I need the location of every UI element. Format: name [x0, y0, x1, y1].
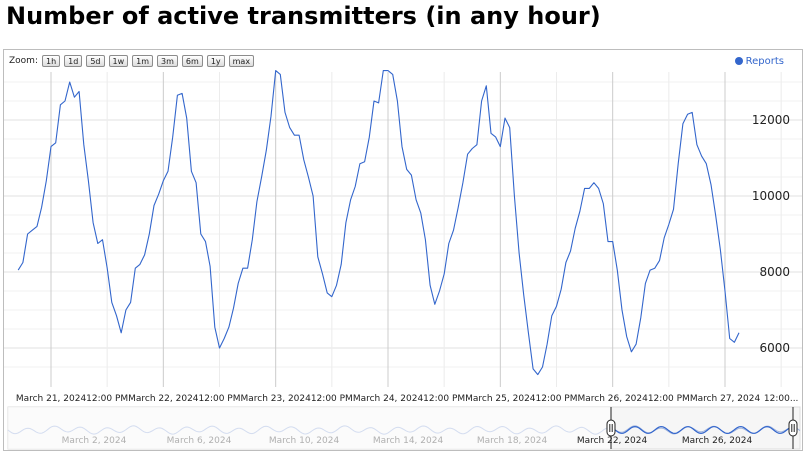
y-tick-label: 12000: [752, 113, 790, 127]
zoom-label: Zoom:: [9, 56, 38, 66]
x-tick-label: 12:00 PM: [423, 394, 465, 404]
x-tick-label: 12:00...: [764, 394, 799, 404]
zoom-1y-button[interactable]: 1y: [206, 55, 225, 67]
navigator-unselected-shade: [8, 407, 611, 449]
chart-frame: [3, 49, 803, 451]
series-line-reports: [17, 70, 740, 376]
navigator-label: March 2, 2024: [62, 436, 127, 446]
zoom-1w-button[interactable]: 1w: [108, 55, 129, 67]
y-tick-label: 8000: [759, 265, 790, 279]
zoom-6m-button[interactable]: 6m: [181, 55, 203, 67]
x-tick-label: 12:00 PM: [199, 394, 241, 404]
navigator-left-handle[interactable]: [606, 419, 616, 437]
navigator-label: March 18, 2024: [477, 436, 548, 446]
navigator-right-handle[interactable]: [788, 419, 798, 437]
navigator-label: March 22, 2024: [577, 436, 648, 446]
legend[interactable]: Reports: [734, 54, 784, 68]
navigator-label: March 10, 2024: [269, 436, 340, 446]
x-tick-label: March 26, 2024: [577, 394, 648, 404]
zoom-bar: Zoom: 1h 1d 5d 1w 1m 3m 6m 1y max: [9, 54, 258, 68]
x-tick-label: March 23, 2024: [240, 394, 311, 404]
navigator-label: March 14, 2024: [373, 436, 444, 446]
x-tick-label: 12:00 PM: [311, 394, 353, 404]
legend-label: Reports: [745, 55, 784, 67]
page-title: Number of active transmitters (in any ho…: [6, 2, 601, 30]
x-tick-label: 12:00 PM: [86, 394, 128, 404]
y-axis: 6000 8000 10000 12000: [752, 113, 790, 355]
zoom-1h-button[interactable]: 1h: [41, 55, 61, 67]
navigator[interactable]: March 2, 2024 March 6, 2024 March 10, 2024…: [7, 406, 801, 450]
x-tick-label: March 24, 2024: [353, 394, 424, 404]
legend-dot-icon: [734, 57, 743, 65]
x-tick-label: 12:00 PM: [536, 394, 578, 404]
x-tick-label: March 25, 2024: [465, 394, 536, 404]
zoom-5d-button[interactable]: 5d: [86, 55, 105, 67]
zoom-max-button[interactable]: max: [228, 55, 255, 67]
x-axis: March 21, 2024 12:00 PM March 22, 2024 12:0…: [16, 394, 799, 404]
x-tick-label: March 27, 2024: [690, 394, 761, 404]
navigator-label: March 26, 2024: [682, 436, 753, 446]
navigator-label: March 6, 2024: [167, 436, 232, 446]
x-tick-label: March 21, 2024: [16, 394, 87, 404]
x-tick-label: March 22, 2024: [128, 394, 199, 404]
y-tick-label: 6000: [759, 341, 790, 355]
y-tick-label: 10000: [752, 189, 790, 203]
zoom-1m-button[interactable]: 1m: [132, 55, 154, 67]
zoom-1d-button[interactable]: 1d: [64, 55, 83, 67]
series-layer: [17, 70, 740, 376]
navigator-selected-line: [610, 425, 794, 435]
grid-layer: [4, 72, 802, 387]
zoom-3m-button[interactable]: 3m: [157, 55, 178, 67]
x-tick-label: 12:00 PM: [648, 394, 690, 404]
